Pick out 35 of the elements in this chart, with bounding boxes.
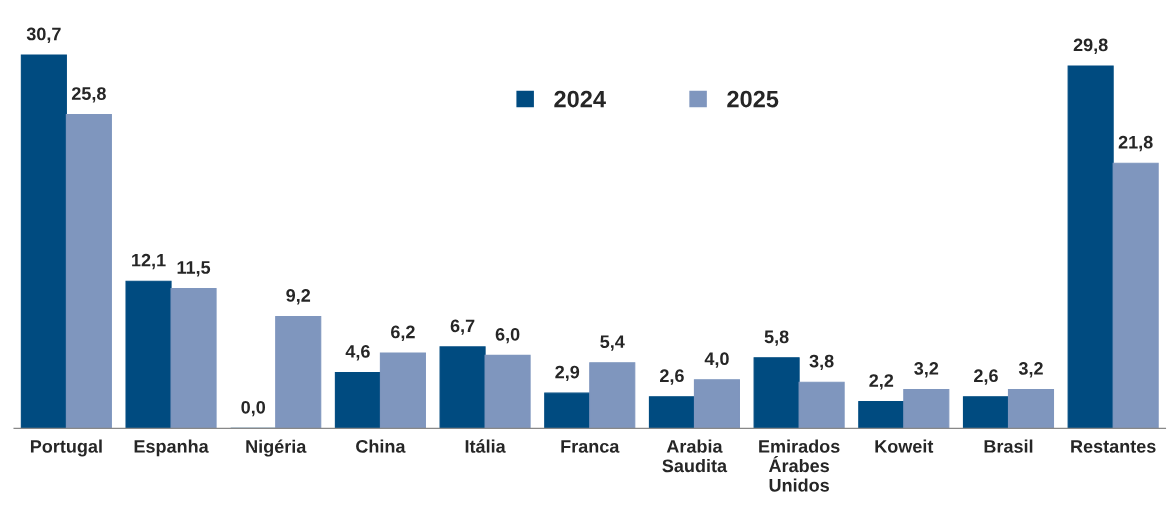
data-label: 5,4 [600, 335, 625, 351]
data-label: 3,2 [1018, 362, 1043, 378]
data-label: 3,2 [914, 362, 939, 378]
data-label: 25,8 [71, 87, 106, 103]
x-tick-label: Emirados Árabes Unidos [759, 439, 840, 492]
data-label: 6,0 [495, 327, 520, 344]
x-tick-label: Portugal [30, 439, 102, 457]
data-label: 6,7 [450, 319, 475, 335]
data-label: 6,2 [391, 325, 415, 341]
data-label: 12,1 [132, 253, 166, 270]
legend-label: 2025 [727, 90, 779, 108]
data-label: 4,6 [345, 344, 370, 361]
x-tick-label: Espanha [134, 439, 209, 457]
data-label: 3,8 [809, 354, 834, 371]
data-label: 9,2 [286, 289, 311, 305]
data-label: 4,0 [704, 352, 729, 368]
data-label: 21,8 [1118, 135, 1153, 152]
legend-label: 2024 [554, 90, 606, 108]
x-tick-label: Nigéria [246, 439, 307, 457]
x-tick-label: Franca [561, 440, 620, 453]
x-tick-label: Koweit [875, 439, 934, 453]
x-tick-label: Arabia Saudita [662, 439, 728, 473]
data-label: 2,6 [974, 369, 998, 385]
x-tick-label: Itália [465, 439, 506, 453]
x-tick-label: Restantes [1071, 440, 1156, 453]
data-label: 2,6 [660, 369, 684, 385]
data-label: 29,8 [1073, 38, 1108, 54]
data-label: 2,9 [555, 365, 580, 382]
x-tick-label: China [356, 439, 406, 453]
data-label: 5,8 [764, 330, 789, 346]
data-label: 2,2 [869, 374, 894, 390]
data-label: 0,0 [241, 400, 266, 417]
data-label: 30,7 [26, 27, 61, 43]
x-tick-label: Brasil [984, 439, 1033, 453]
data-label: 11,5 [177, 261, 211, 277]
